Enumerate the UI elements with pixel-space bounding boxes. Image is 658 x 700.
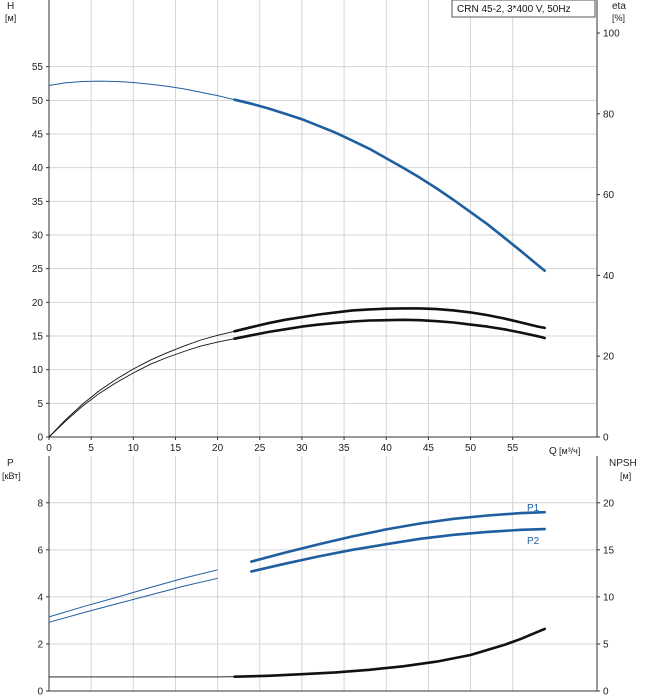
top-grid <box>49 0 597 437</box>
head-efficiency-panel: 0 5 10 15 20 25 30 35 40 45 50 55 0 20 40 60 80 100 0 5 10 15… <box>5 0 626 457</box>
y2-tick-label: 100 <box>603 29 620 40</box>
series-line-head-extended <box>48 80 235 101</box>
top-series <box>48 80 547 438</box>
x-tick-label: 45 <box>423 443 435 454</box>
series-line-head <box>233 98 547 273</box>
y-tick-label: 25 <box>32 264 44 275</box>
y2-tick-label: 80 <box>603 109 615 120</box>
y-tick-label: 8 <box>37 498 43 509</box>
y-tick-label: 55 <box>32 62 44 73</box>
y2-tick-label: 60 <box>603 190 615 201</box>
y-tick-label: 15 <box>32 332 44 343</box>
y-tick-label: 4 <box>37 592 43 603</box>
y-tick-label: 50 <box>32 96 44 107</box>
bottom-axes <box>46 456 600 692</box>
y2-axis-unit-eta: [%] <box>612 13 625 23</box>
y2-axis-title-npsh: NPSH <box>609 458 637 469</box>
y-tick-label: 0 <box>37 433 43 444</box>
y2-tick-label: 15 <box>603 545 615 556</box>
chart-title: CRN 45-2, 3*400 V, 50Hz <box>457 4 571 15</box>
y2-tick-label: 40 <box>603 271 615 282</box>
y-tick-label: 5 <box>37 399 43 410</box>
bottom-tick-labels: 0 2 4 6 8 0 5 10 15 20 <box>37 498 614 697</box>
x-tick-label: 5 <box>88 443 94 454</box>
series-label-p2: P2 <box>527 536 540 547</box>
x-tick-label: 15 <box>170 443 182 454</box>
y2-tick-label: 0 <box>603 433 609 444</box>
series-line-eta-1 <box>233 307 547 333</box>
y2-tick-label: 10 <box>603 592 615 603</box>
top-tick-labels: 0 5 10 15 20 25 30 35 40 45 50 55 0 20 40 60 80 100 0 5 10 15… <box>32 29 620 455</box>
y-tick-label: 40 <box>32 163 44 174</box>
y-tick-label: 20 <box>32 298 44 309</box>
y-axis-unit-head: [м] <box>5 13 16 23</box>
bottom-series <box>48 510 547 679</box>
x-axis-unit-q: [м³/ч] <box>559 446 580 456</box>
series-line-npsh <box>233 627 547 679</box>
series-line-p1 <box>250 510 547 563</box>
x-tick-label: 30 <box>296 443 308 454</box>
series-line-eta-1-extended <box>48 330 235 438</box>
series-line-eta-2 <box>233 318 547 341</box>
series-line-p1-extended <box>48 569 218 618</box>
legend-box <box>451 0 596 18</box>
x-tick-label: 40 <box>381 443 393 454</box>
series-line-p2 <box>250 527 547 573</box>
x-tick-label: 0 <box>46 443 52 454</box>
x-tick-label: 25 <box>254 443 266 454</box>
y-axis-title-power: P <box>7 458 14 469</box>
y2-axis-unit-npsh: [м] <box>620 471 631 481</box>
y2-tick-label: 20 <box>603 352 615 363</box>
x-tick-label: 20 <box>212 443 224 454</box>
y-tick-label: 45 <box>32 130 44 141</box>
y-tick-label: 2 <box>37 639 43 650</box>
y2-tick-label: 0 <box>603 687 609 698</box>
x-axis-title-q: Q <box>549 446 557 457</box>
y2-tick-label: 5 <box>603 639 609 650</box>
y2-tick-label: 20 <box>603 498 615 509</box>
bottom-grid <box>49 456 597 691</box>
series-line-eta-2-extended <box>48 338 235 438</box>
y-axis-unit-power: [кВт] <box>2 471 21 481</box>
x-tick-label: 55 <box>507 443 519 454</box>
x-tick-label: 10 <box>128 443 140 454</box>
x-tick-label: 35 <box>339 443 351 454</box>
series-label-p1: P1 <box>527 503 540 514</box>
y-tick-label: 0 <box>37 687 43 698</box>
power-npsh-panel: 0 2 4 6 8 0 5 10 15 20 P [кВт] NPSH [м] P1 P2 <box>2 456 637 698</box>
y-tick-label: 35 <box>32 197 44 208</box>
series-line-p2-extended <box>48 577 218 623</box>
y-tick-label: 10 <box>32 365 44 376</box>
y-axis-title-head: H <box>7 1 14 12</box>
top-axes <box>46 0 600 440</box>
y2-axis-title-eta: eta <box>612 1 626 12</box>
y-tick-label: 30 <box>32 231 44 242</box>
x-tick-label: 50 <box>465 443 477 454</box>
y-tick-label: 6 <box>37 545 43 556</box>
